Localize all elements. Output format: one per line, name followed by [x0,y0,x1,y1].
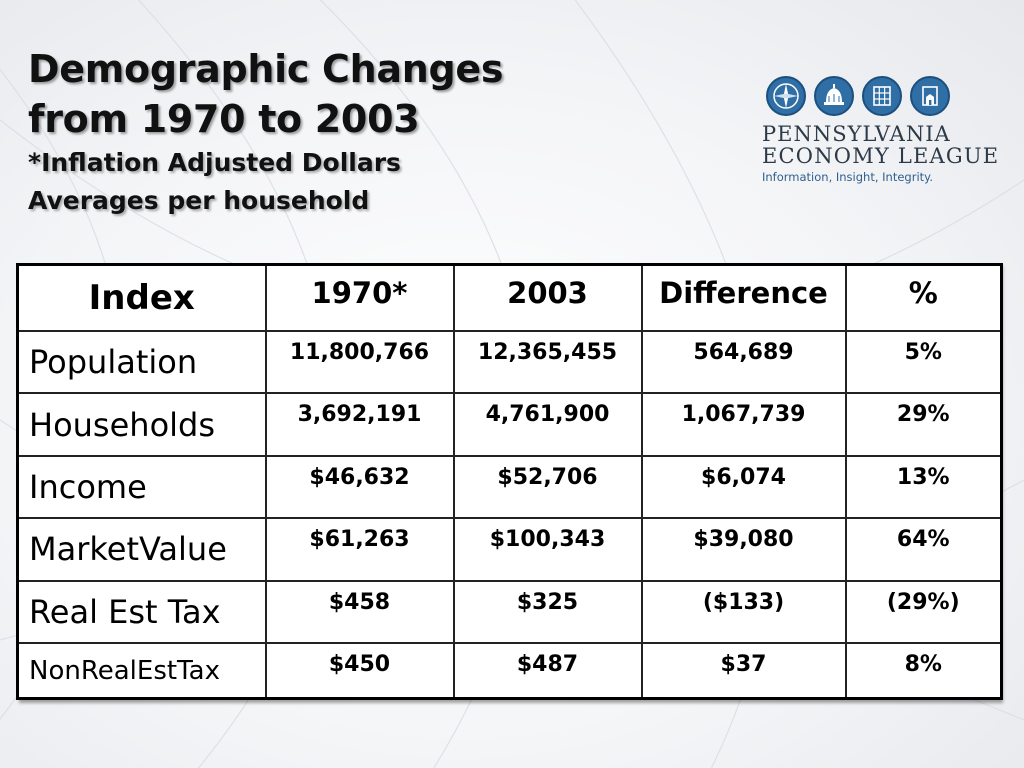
table-header-row: Index 1970* 2003 Difference % [16,263,1003,332]
header-2003: 2003 [452,263,643,332]
value-2003: $52,706 [452,454,643,520]
value-difference: $39,080 [640,517,847,582]
slide-title: Demographic Changes from 1970 to 2003 *I… [28,44,503,220]
value-difference: ($133) [640,579,847,645]
value-1970: $46,632 [264,454,455,520]
value-2003: $100,343 [452,517,643,582]
value-2003: 12,365,455 [452,329,643,395]
header-percent: % [844,263,1003,332]
row-label: NonRealEstTax [16,642,267,700]
logo-name-line-1: PENNSYLVANIA [762,122,951,146]
logo-name-line-2: ECONOMY LEAGUE [762,144,1000,168]
value-percent: 5% [844,329,1003,395]
value-1970: 11,800,766 [264,329,455,395]
header-difference: Difference [640,263,847,332]
subtitle-line-2: Averages per household [28,186,370,215]
row-label: Households [16,392,267,457]
row-label: Real Est Tax [16,579,267,645]
value-1970: $450 [264,642,455,700]
row-label: Income [16,454,267,520]
value-percent: 29% [844,392,1003,457]
row-label: Population [16,329,267,395]
value-1970: 3,692,191 [264,392,455,457]
value-percent: 64% [844,517,1003,582]
house-icon [910,76,950,116]
building-grid-icon [862,76,902,116]
demographics-table: Index 1970* 2003 Difference % Population… [16,263,1003,700]
value-percent: (29%) [844,579,1003,645]
table-row: NonRealEstTax $450 $487 $37 8% [16,642,1003,700]
table-row: Real Est Tax $458 $325 ($133) (29%) [16,579,1003,645]
table-row: Households 3,692,191 4,761,900 1,067,739… [16,392,1003,457]
table-row: MarketValue $61,263 $100,343 $39,080 64% [16,517,1003,582]
value-1970: $61,263 [264,517,455,582]
value-difference: $6,074 [640,454,847,520]
subtitle-line-1: *Inflation Adjusted Dollars [28,148,401,177]
value-1970: $458 [264,579,455,645]
compass-icon [766,76,806,116]
title-line-1: Demographic Changes [28,47,504,91]
value-2003: $325 [452,579,643,645]
value-percent: 8% [844,642,1003,700]
value-2003: $487 [452,642,643,700]
logo-tagline: Information, Insight, Integrity. [762,170,933,184]
header-1970: 1970* [264,263,455,332]
capitol-dome-icon [814,76,854,116]
row-label: MarketValue [16,517,267,582]
header-index: Index [16,263,267,332]
pennsylvania-economy-league-logo: PENNSYLVANIA ECONOMY LEAGUE Information,… [762,76,1000,196]
value-difference: $37 [640,642,847,700]
value-2003: 4,761,900 [452,392,643,457]
demographics-table-container: Index 1970* 2003 Difference % Population… [16,263,1003,700]
value-difference: 1,067,739 [640,392,847,457]
table-row: Income $46,632 $52,706 $6,074 13% [16,454,1003,520]
title-line-2: from 1970 to 2003 [28,97,420,141]
value-percent: 13% [844,454,1003,520]
table-row: Population 11,800,766 12,365,455 564,689… [16,329,1003,395]
value-difference: 564,689 [640,329,847,395]
